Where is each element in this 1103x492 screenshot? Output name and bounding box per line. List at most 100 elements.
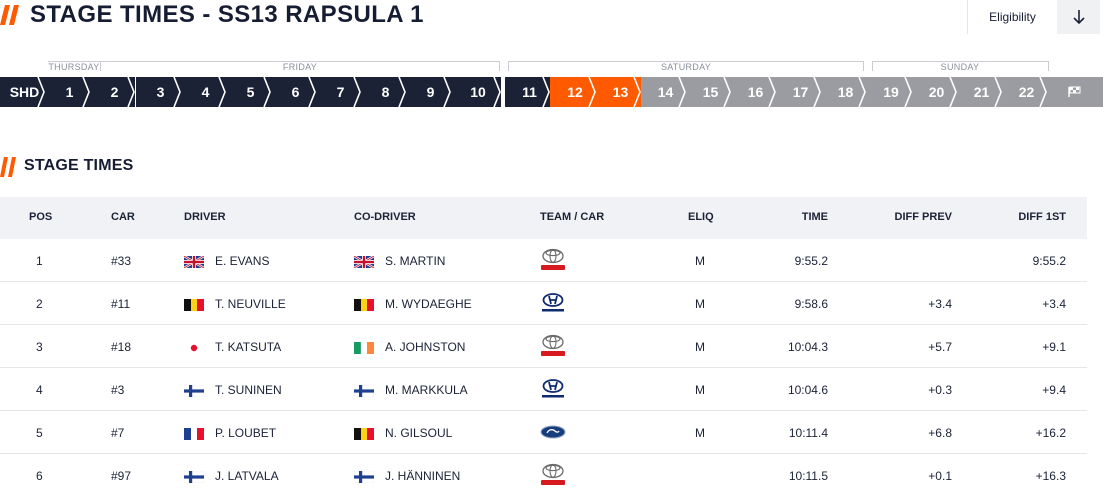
- table-row[interactable]: 3 #18 T. KATSUTA A. JOHNSTON M 10:04.3 +5.7 +9.…: [0, 325, 1087, 368]
- cell-eliq: M: [695, 340, 705, 354]
- stage-17[interactable]: 17: [776, 77, 821, 107]
- stage-21[interactable]: 21: [957, 77, 1002, 107]
- download-button[interactable]: [1057, 0, 1100, 34]
- stage-12[interactable]: 12: [550, 77, 596, 107]
- day-bracket-friday: [100, 61, 500, 71]
- stage-13[interactable]: 13: [596, 77, 641, 107]
- cell-pos: 6: [36, 469, 43, 483]
- chevron-separator-icon: [263, 77, 271, 107]
- cell-pos: 4: [36, 383, 43, 397]
- arrow-down-icon: [1072, 10, 1085, 25]
- cell-driver[interactable]: T. KATSUTA: [215, 340, 282, 354]
- stage-11[interactable]: 11: [505, 77, 550, 107]
- cell-time: 10:11.5: [788, 469, 828, 483]
- stage-3[interactable]: 3: [136, 77, 181, 107]
- eligibility-button[interactable]: Eligibility: [967, 0, 1057, 34]
- stage-14[interactable]: 14: [641, 77, 686, 107]
- stage-finish[interactable]: [1047, 77, 1103, 107]
- stage-label: 4: [201, 84, 210, 100]
- fi-flag-icon: [183, 384, 205, 398]
- stage-4[interactable]: 4: [181, 77, 226, 107]
- cell-driver[interactable]: T. SUNINEN: [215, 383, 282, 397]
- finish-flag-icon: [1068, 86, 1081, 97]
- cell-diff-prev: +5.7: [928, 340, 952, 354]
- stage-18[interactable]: 18: [821, 77, 866, 107]
- stage-8[interactable]: 8: [361, 77, 406, 107]
- stage-7[interactable]: 7: [316, 77, 361, 107]
- day-label-friday: FRIDAY: [279, 62, 321, 72]
- cell-eliq: M: [695, 254, 705, 268]
- cell-car: #7: [111, 426, 125, 440]
- stage-20[interactable]: 20: [912, 77, 957, 107]
- stage-19[interactable]: 19: [866, 77, 912, 107]
- table-row[interactable]: 2 #11 T. NEUVILLE M. WYDAEGHE M 9:58.6 +3.4 +3.…: [0, 282, 1087, 325]
- stage-2[interactable]: 2: [90, 77, 135, 107]
- chevron-separator-icon: [542, 77, 550, 107]
- chevron-separator-icon: [588, 77, 596, 107]
- stage-shd[interactable]: SHD: [0, 77, 45, 107]
- toyota-logo: [538, 248, 568, 272]
- cell-diff-prev: +3.4: [928, 297, 952, 311]
- cell-diff-first: +16.2: [1035, 426, 1066, 440]
- cell-eliq: M: [695, 297, 705, 311]
- stage-15[interactable]: 15: [686, 77, 731, 107]
- header-team: TEAM / CAR: [540, 211, 605, 223]
- cell-codriver[interactable]: N. GILSOUL: [385, 426, 453, 440]
- stage-16[interactable]: 16: [731, 77, 776, 107]
- cell-driver[interactable]: J. LATVALA: [215, 469, 279, 483]
- section-title: STAGE TIMES: [24, 157, 134, 174]
- header-eliq: ELIQ: [688, 211, 714, 223]
- cell-diff-first: 9:55.2: [1032, 254, 1066, 268]
- fr-flag-icon: [184, 427, 204, 440]
- chevron-separator-icon: [723, 77, 731, 107]
- stage-6[interactable]: 6: [271, 77, 316, 107]
- chevron-separator-icon: [813, 77, 821, 107]
- stage-5[interactable]: 5: [226, 77, 271, 107]
- cell-driver[interactable]: P. LOUBET: [215, 426, 277, 440]
- stage-9[interactable]: 9: [406, 77, 451, 107]
- toyota-logo: [538, 463, 568, 487]
- cell-codriver[interactable]: M. MARKKULA: [385, 383, 468, 397]
- chevron-separator-icon: [904, 77, 912, 107]
- stage-label: 20: [928, 84, 945, 100]
- cell-car: #18: [111, 340, 132, 354]
- table-row[interactable]: 6 #97 J. LATVALA J. HÄNNINEN 10:11.5 +0.1 +16.…: [0, 454, 1087, 492]
- cell-pos: 5: [36, 426, 43, 440]
- cell-car: #11: [111, 297, 131, 311]
- cell-diff-first: +16.3: [1035, 469, 1066, 483]
- table-row[interactable]: 4 #3 T. SUNINEN M. MARKKULA M 10:04.6 +0.3 +9.4: [0, 368, 1087, 411]
- header-codriver: CO-DRIVER: [354, 211, 416, 223]
- cell-time: 9:58.6: [794, 297, 828, 311]
- day-bracket-sunday: [872, 61, 1049, 71]
- day-label-sunday: SUNDAY: [937, 62, 983, 72]
- stage-label: 2: [110, 84, 119, 100]
- cell-diff-first: +9.4: [1042, 383, 1066, 397]
- cell-codriver[interactable]: S. MARTIN: [385, 254, 446, 268]
- chevron-separator-icon: [218, 77, 226, 107]
- day-label-saturday: SATURDAY: [657, 62, 715, 72]
- be-flag-icon: [184, 298, 204, 311]
- chevron-separator-icon: [398, 77, 406, 107]
- stage-1[interactable]: 1: [45, 77, 90, 107]
- stage-label: 8: [381, 84, 390, 100]
- chevron-separator-icon: [308, 77, 316, 107]
- cell-car: #3: [111, 383, 125, 397]
- stage-label: 11: [522, 84, 537, 100]
- stage-label: 9: [426, 84, 435, 100]
- table-row[interactable]: 1 #33 E. EVANS S. MARTIN M 9:55.2 9:55.2: [0, 239, 1087, 282]
- chevron-separator-icon: [353, 77, 361, 107]
- stage-times-table: POS CAR DRIVER CO-DRIVER TEAM / CAR ELIQ…: [0, 197, 1087, 492]
- cell-codriver[interactable]: A. JOHNSTON: [385, 340, 466, 354]
- cell-driver[interactable]: E. EVANS: [215, 254, 270, 268]
- chevron-separator-icon: [678, 77, 686, 107]
- stage-label: SHD: [9, 84, 40, 100]
- cell-codriver[interactable]: M. WYDAEGHE: [385, 297, 472, 311]
- fi-flag-icon: [353, 470, 375, 484]
- stage-22[interactable]: 22: [1002, 77, 1047, 107]
- stage-10[interactable]: 10: [451, 77, 501, 107]
- cell-codriver[interactable]: J. HÄNNINEN: [385, 469, 461, 483]
- be-flag-icon: [354, 298, 374, 311]
- cell-driver[interactable]: T. NEUVILLE: [215, 297, 286, 311]
- cell-pos: 2: [36, 297, 43, 311]
- table-row[interactable]: 5 #7 P. LOUBET N. GILSOUL M 10:11.4 +6.8 +16.2: [0, 411, 1087, 454]
